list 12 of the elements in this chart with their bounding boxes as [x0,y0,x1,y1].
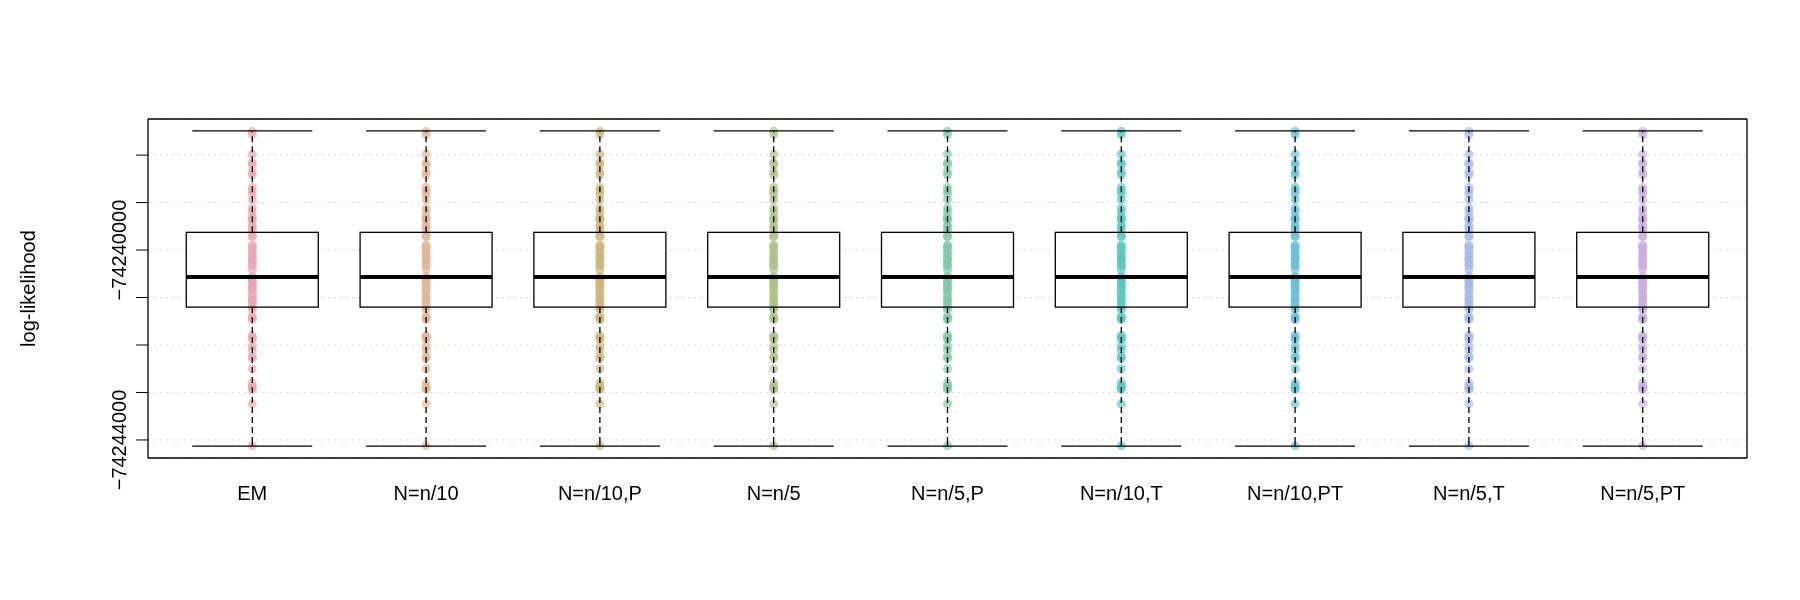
y-tick-label: −74244000 [108,389,130,491]
x-tick-label: N=n/10,P [557,482,642,505]
x-tick-label: N=n/5,PT [1600,482,1686,505]
x-tick-label: N=n/10 [393,482,459,505]
x-tick-label: N=n/5 [746,482,801,505]
x-tick-label: N=n/5,P [911,482,984,505]
x-tick-label: EM [237,482,268,505]
x-tick-label: N=n/10,PT [1247,482,1344,505]
y-tick-label: −74240000 [108,199,130,301]
y-axis-title: log-likelihood [17,230,40,347]
x-tick-label: N=n/5,T [1433,482,1505,505]
x-tick-label: N=n/10,T [1079,482,1163,505]
